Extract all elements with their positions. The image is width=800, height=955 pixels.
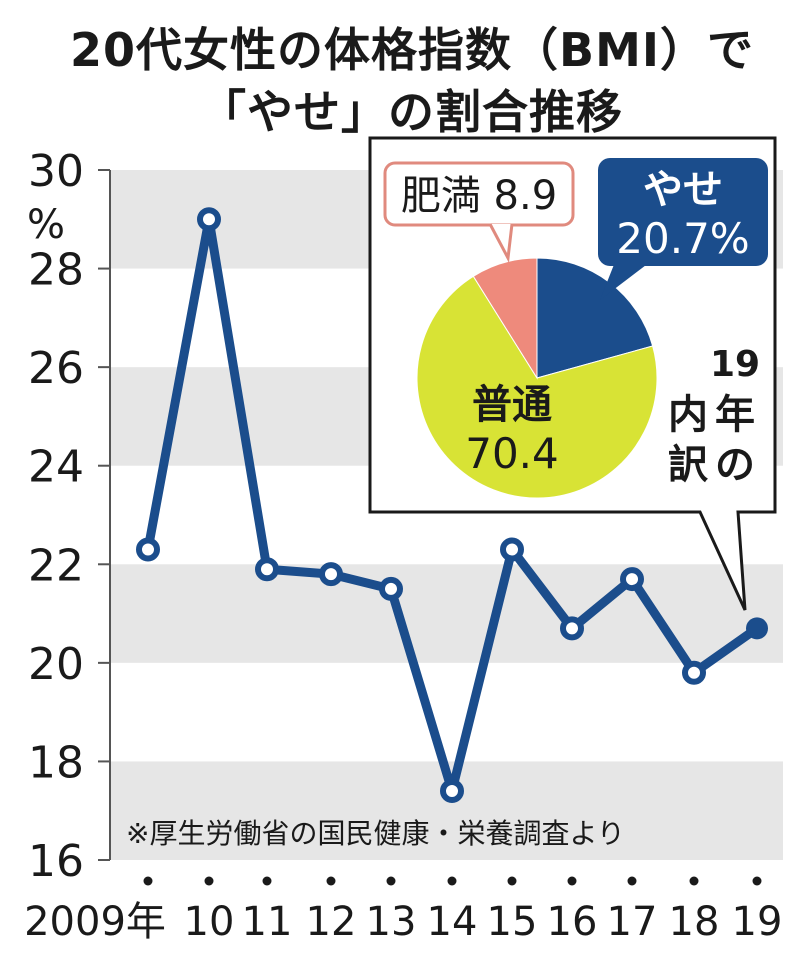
pie-label-normal-value: 70.4 <box>465 429 559 478</box>
y-tick-label: 18 <box>28 737 84 788</box>
x-tick-label: 19 <box>732 899 783 945</box>
data-point <box>379 576 403 601</box>
data-point <box>620 567 644 592</box>
y-tick-label: 26 <box>28 343 84 394</box>
thin-label-pointer <box>600 262 650 300</box>
pie-caption-char: 年 <box>715 392 755 438</box>
x-tick-label: 17 <box>607 899 658 945</box>
pie-caption-char: 内 <box>668 392 708 438</box>
pie-caption-year: 19 <box>710 344 760 385</box>
y-tick-label: 22 <box>28 540 84 591</box>
pie-caption-char: の <box>715 442 755 488</box>
x-tick-label: 10 <box>184 899 235 945</box>
y-tick-label: 30 <box>28 146 84 197</box>
x-tick-label: 14 <box>427 899 478 945</box>
data-point-latest <box>746 617 768 640</box>
x-tick-label: 13 <box>366 899 417 945</box>
pie-label-obese: 肥満 8.9 <box>401 173 557 219</box>
obese-label-pointer <box>488 223 514 263</box>
x-tick-dot <box>262 876 272 886</box>
data-point <box>500 537 524 562</box>
chart-title-line-1: 20代女性の体格指数（BMI）で <box>70 23 754 77</box>
y-tick-label: 16 <box>28 836 84 887</box>
x-tick-dot <box>143 876 153 886</box>
data-point <box>197 207 221 232</box>
x-tick-label: 16 <box>547 899 598 945</box>
y-tick-label: 20 <box>28 639 84 690</box>
x-tick-dot <box>689 876 699 886</box>
x-tick-dot <box>204 876 214 886</box>
chart-title-line-2: 「やせ」の割合推移 <box>200 85 623 139</box>
y-tick-label: 24 <box>28 442 84 493</box>
pie-slice-normal <box>416 275 658 499</box>
x-tick-label: 11 <box>242 899 293 945</box>
data-point <box>682 660 706 685</box>
thin-label-box <box>598 158 768 266</box>
source-note: ※厚生労働省の国民健康・栄養調査より <box>126 817 625 850</box>
data-point <box>136 537 160 562</box>
grid-band <box>110 564 783 663</box>
obese-label-box <box>383 161 575 227</box>
data-point <box>255 557 279 582</box>
pie-slice-obese <box>472 257 538 380</box>
x-tick-dot <box>567 876 577 886</box>
pie-label-normal-name: 普通 <box>472 382 552 428</box>
data-point <box>319 562 343 587</box>
x-tick-dot <box>326 876 336 886</box>
data-point <box>440 779 464 803</box>
data-point <box>560 616 584 641</box>
y-unit-label: % <box>27 202 65 248</box>
x-tick-label: 15 <box>487 899 538 945</box>
pie-label-thin-value: 20.7% <box>616 214 749 263</box>
pie-caption-char: 訳 <box>668 442 709 488</box>
x-tick-dot <box>507 876 517 886</box>
pie-label-thin-name: やせ <box>643 167 723 213</box>
x-tick-label: 18 <box>669 899 720 945</box>
x-tick-dot <box>447 876 457 886</box>
y-tick-label: 28 <box>28 245 84 296</box>
x-tick-label: 2009年 <box>24 899 166 945</box>
x-tick-label: 12 <box>306 899 357 945</box>
x-tick-dot <box>752 876 762 886</box>
x-tick-dot <box>627 876 637 886</box>
x-tick-dot <box>386 876 396 886</box>
